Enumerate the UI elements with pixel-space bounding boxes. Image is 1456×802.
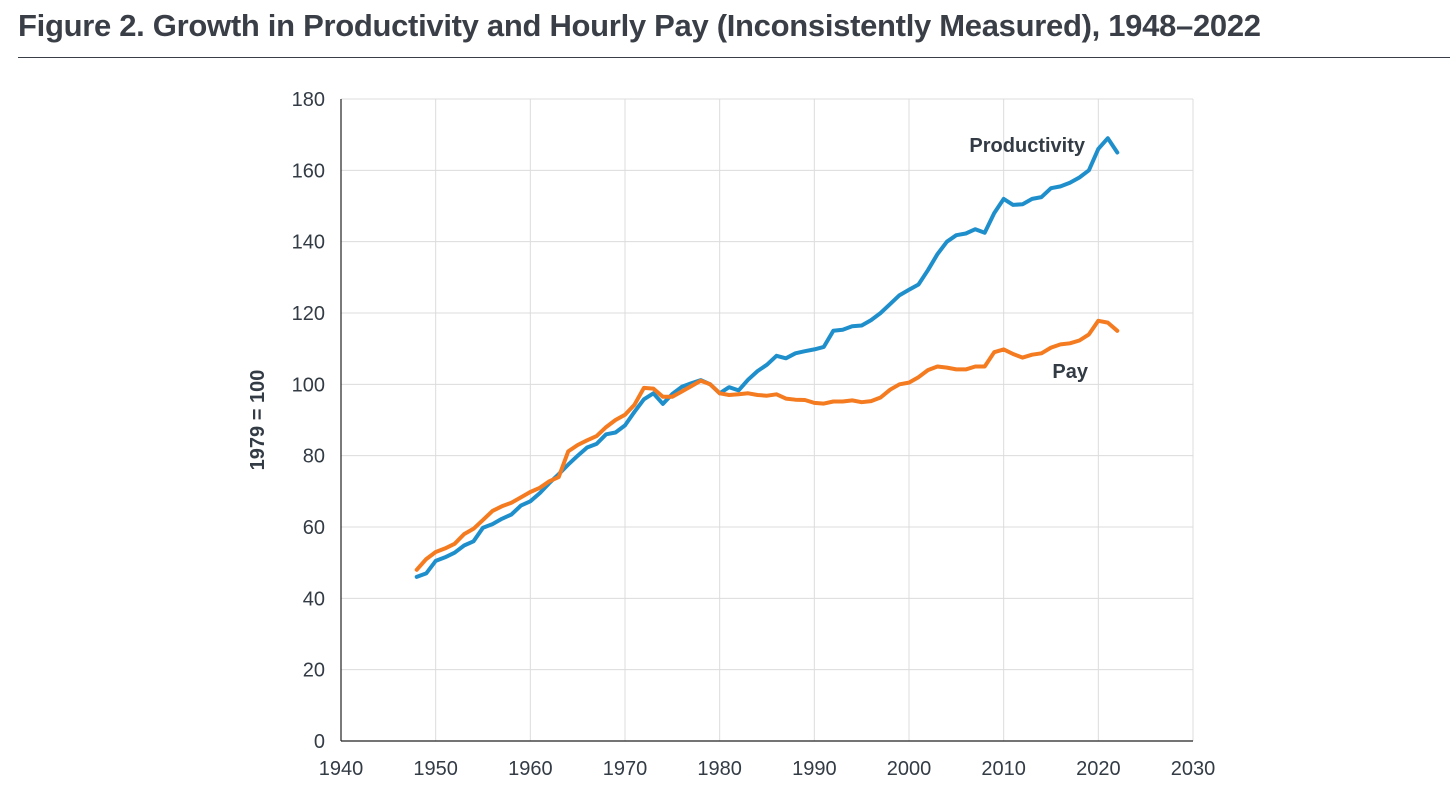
y-tick-label: 120 xyxy=(292,303,325,325)
figure-title: Figure 2. Growth in Productivity and Hou… xyxy=(18,8,1261,43)
series-line-pay xyxy=(414,318,1120,572)
gridlines xyxy=(341,98,1194,741)
x-tick-label: 1990 xyxy=(792,758,837,780)
x-tick-label: 2010 xyxy=(981,758,1026,780)
x-tick-label: 2030 xyxy=(1171,758,1216,780)
title-divider xyxy=(18,57,1450,58)
y-tick-label: 0 xyxy=(314,731,325,753)
y-axis-label: 1979 = 100 xyxy=(247,370,269,471)
series-labels: Productivity Pay xyxy=(969,135,1088,383)
y-tick-label: 60 xyxy=(303,517,325,539)
x-tick-label: 1970 xyxy=(603,758,648,780)
y-tick-label: 180 xyxy=(292,89,325,111)
x-tick-label: 1940 xyxy=(319,758,364,780)
y-tick-label: 160 xyxy=(292,160,325,182)
series-line-productivity xyxy=(414,136,1120,579)
series-label-productivity: Productivity xyxy=(969,135,1085,157)
y-tick-label: 40 xyxy=(303,588,325,610)
x-tick-label: 1960 xyxy=(508,758,553,780)
axes xyxy=(340,99,1193,742)
tick-labels: 0 20 40 60 80 100 120 140 160 180 1940 1950 1960 1970… xyxy=(292,89,1216,780)
x-tick-label: 1980 xyxy=(697,758,742,780)
series-label-pay: Pay xyxy=(1052,361,1088,383)
x-tick-label: 2000 xyxy=(887,758,932,780)
y-tick-label: 140 xyxy=(292,232,325,254)
x-tick-label: 2020 xyxy=(1076,758,1121,780)
y-tick-label: 100 xyxy=(292,374,325,396)
series-lines xyxy=(414,136,1120,579)
y-tick-label: 80 xyxy=(303,446,325,468)
x-tick-label: 1950 xyxy=(413,758,458,780)
y-tick-label: 20 xyxy=(303,660,325,682)
